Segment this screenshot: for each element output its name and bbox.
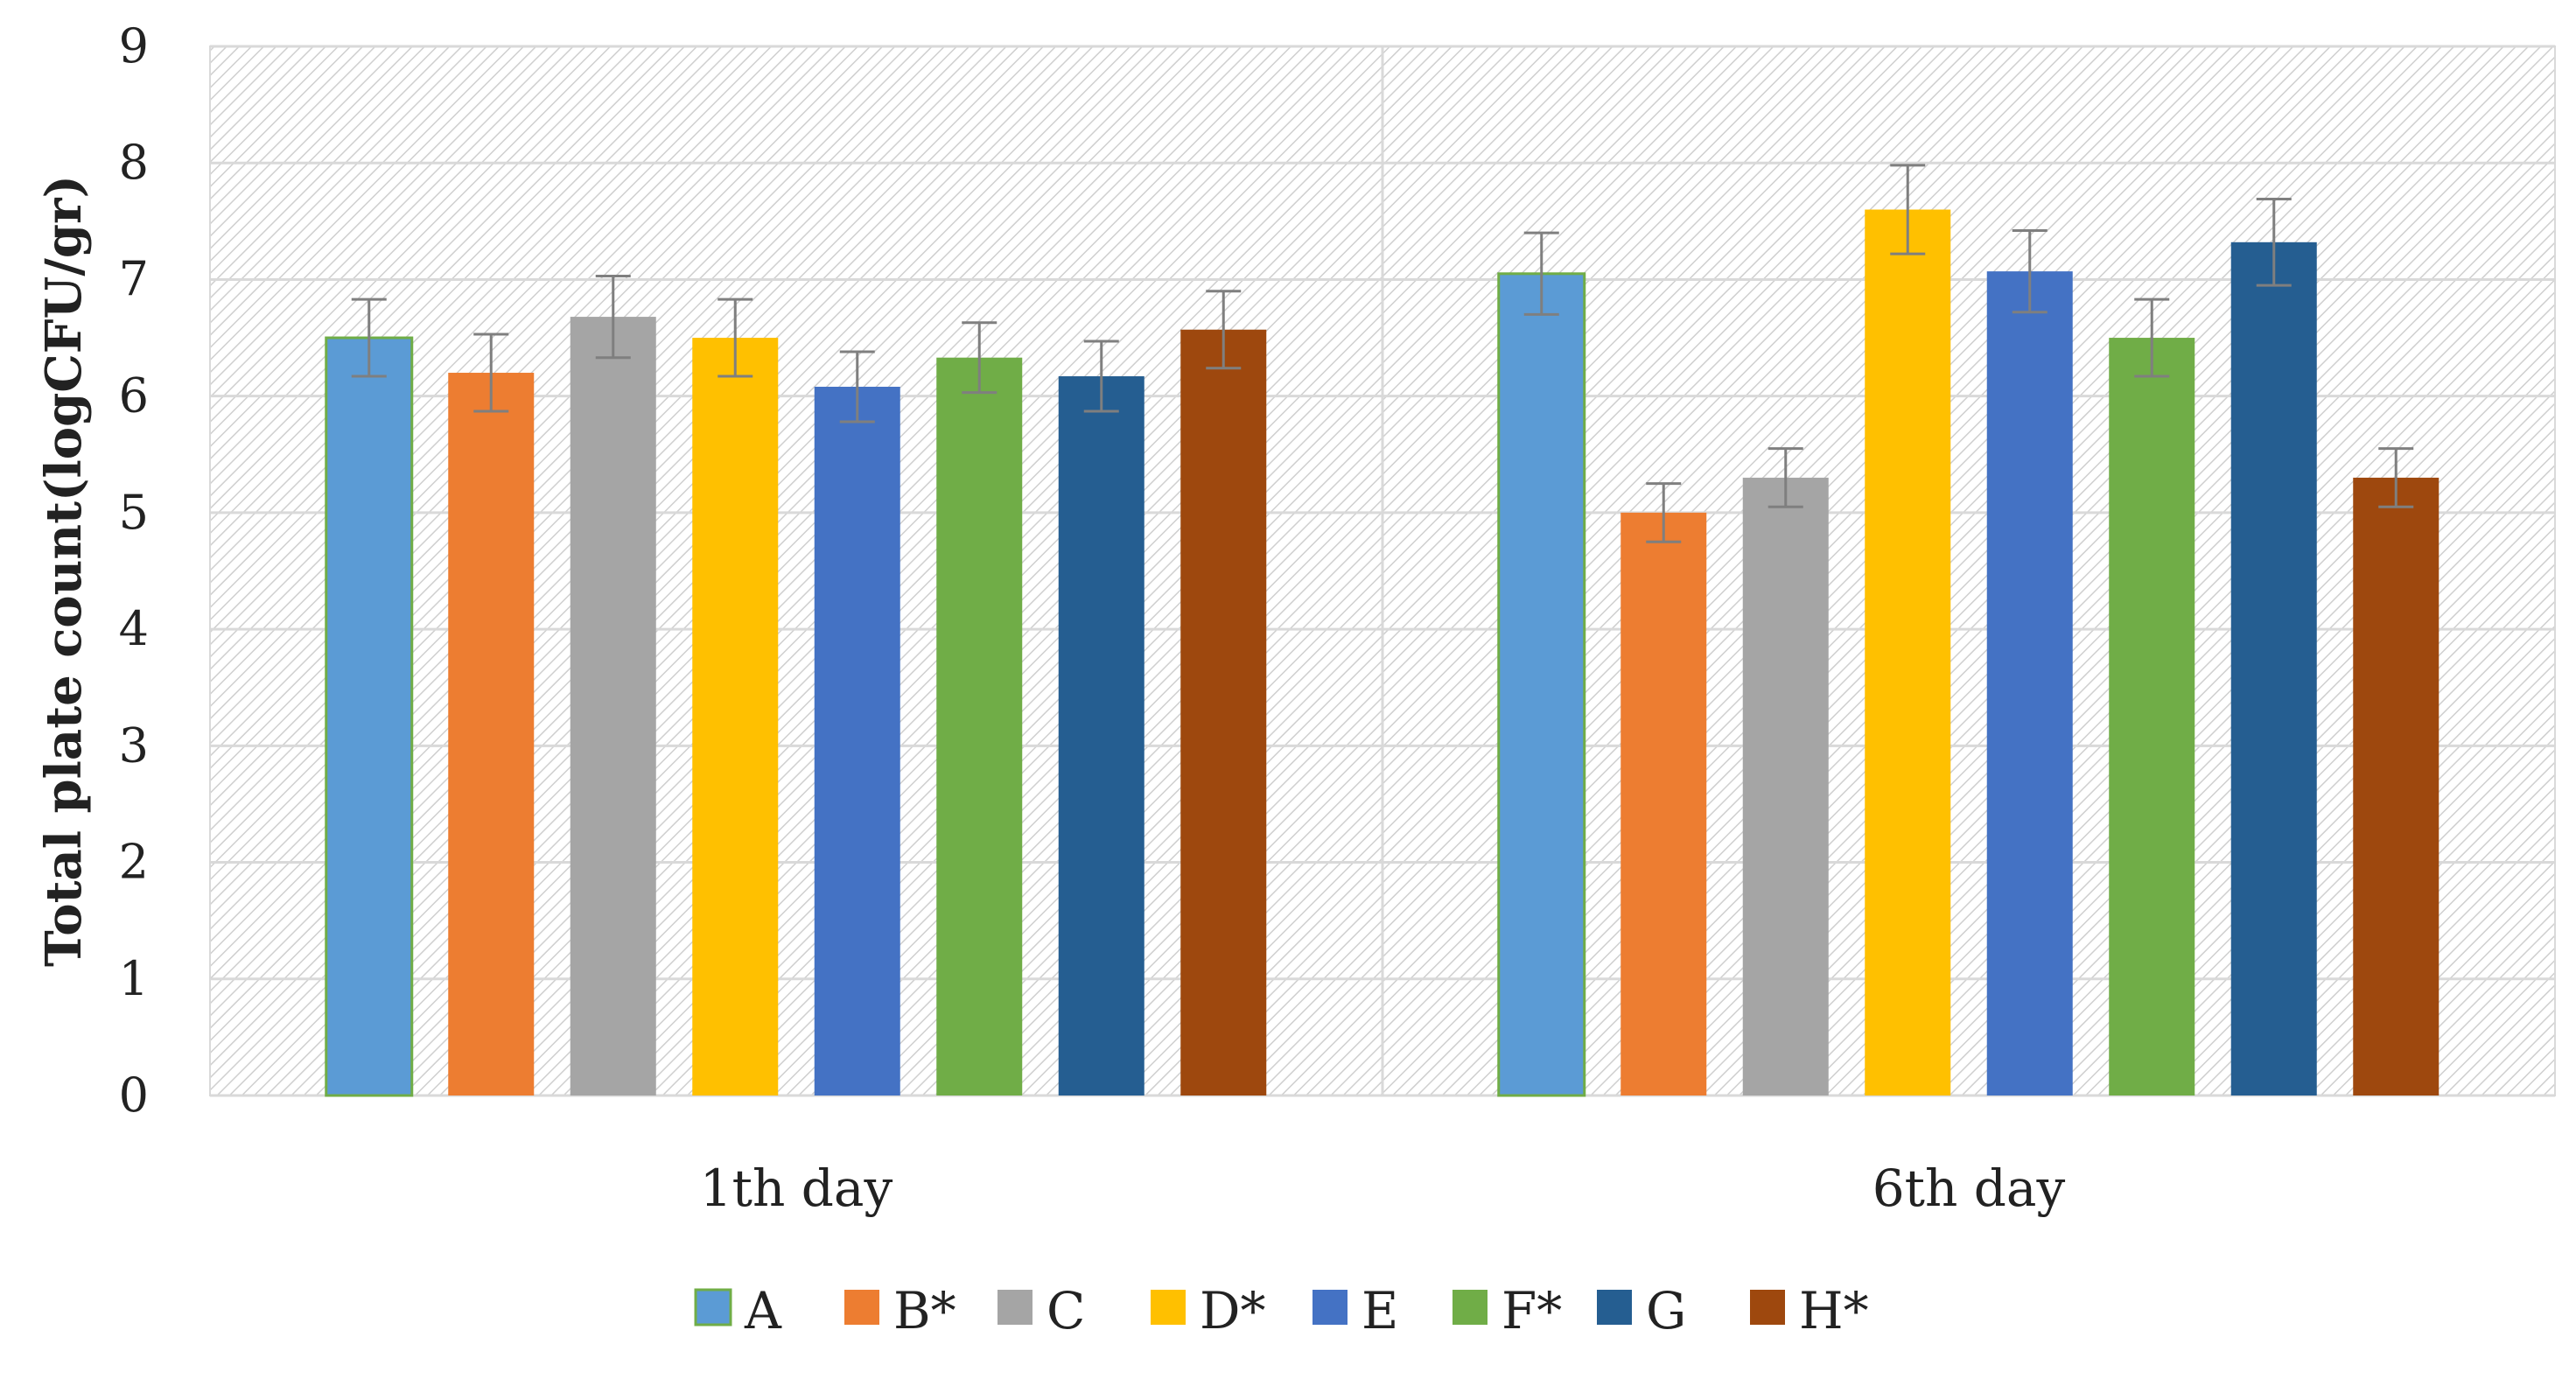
legend-label: A [744,1281,782,1340]
legend-swatch [998,1290,1032,1325]
y-tick-label: 6 [119,368,149,424]
bar-d-star-1 [692,338,779,1096]
bar-b-star-1 [448,373,535,1096]
bar-a-1 [325,336,414,1097]
legend-label: F* [1502,1281,1562,1340]
y-axis-label: Total plate count(logCFU/gr) [35,175,93,967]
y-tick-label: 7 [119,251,149,306]
y-axis-ticks: 0 1 2 3 4 5 6 7 8 9 [119,18,149,1123]
bar-c-1 [570,317,656,1096]
y-tick-label: 9 [119,18,149,74]
bar-g-2 [2230,242,2317,1096]
legend-label: E [1362,1281,1398,1340]
bars [325,209,2440,1097]
legend-swatch [1750,1290,1785,1325]
y-tick-label: 3 [119,718,149,773]
category-label: 1th day [700,1158,893,1218]
y-tick-label: 2 [119,835,149,890]
bar-e-1 [814,387,900,1096]
legend-label: B* [893,1281,956,1340]
y-tick-label: 1 [119,951,149,1006]
bar-h-star-2 [2353,477,2440,1096]
legend-swatch [694,1288,732,1326]
bar-b-star-2 [1620,512,1707,1096]
legend-swatch [1312,1290,1348,1325]
bar-d-star-2 [1865,209,1951,1096]
legend: A B* C D* E F* G H* [694,1281,1869,1340]
bar-a-2 [1497,272,1586,1097]
legend-label: C [1046,1281,1085,1340]
legend-label: H* [1799,1281,1869,1340]
legend-swatch [1452,1290,1488,1325]
legend-swatch [844,1290,879,1325]
x-axis-categories: 1th day 6th day [700,1158,2066,1218]
bar-f-star-1 [936,357,1023,1096]
legend-swatch [1151,1290,1186,1325]
category-label: 6th day [1872,1158,2066,1218]
y-tick-label: 5 [119,485,149,540]
y-tick-label: 8 [119,135,149,190]
bar-f-star-2 [2109,338,2195,1096]
y-tick-label: 0 [119,1068,149,1123]
error-bars [351,164,2414,543]
bar-g-1 [1058,376,1144,1096]
bar-h-star-1 [1180,329,1267,1096]
bar-e-2 [1986,271,2073,1096]
legend-label: G [1646,1281,1686,1340]
legend-label: D* [1200,1281,1266,1340]
bar-c-2 [1742,477,1829,1096]
legend-swatch [1597,1290,1632,1325]
y-tick-label: 4 [119,601,149,656]
